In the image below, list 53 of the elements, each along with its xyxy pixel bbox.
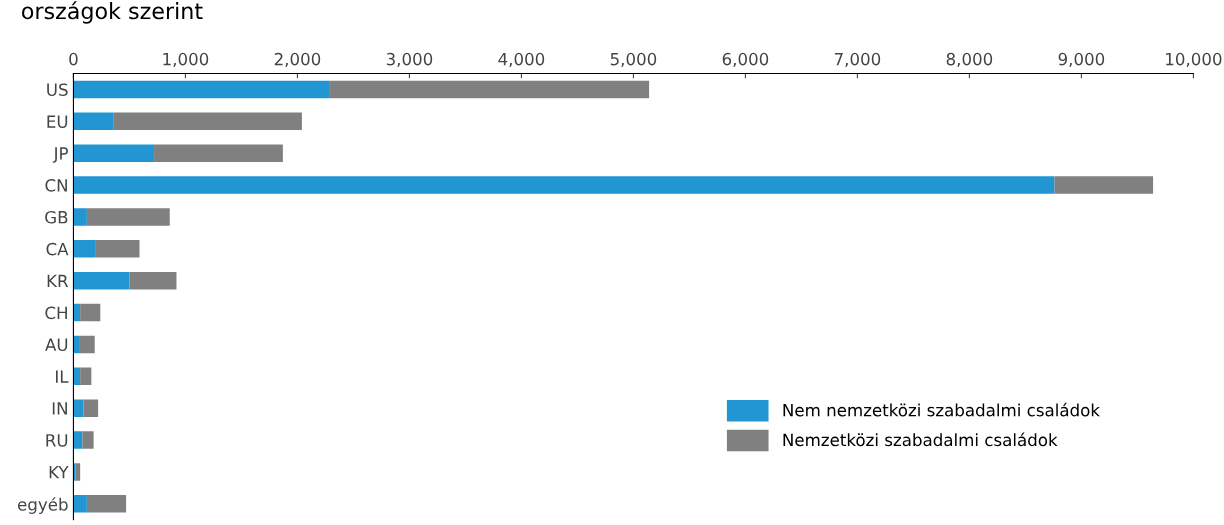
x-tick-label: 4,000 (498, 52, 545, 68)
y-tick-label: KY (49, 466, 69, 479)
x-tick-label: 0 (69, 52, 78, 66)
bar (79, 335, 95, 354)
x-tick-label: 9,000 (1058, 52, 1105, 68)
bar (73, 80, 330, 99)
x-tick-label: 8,000 (946, 52, 993, 68)
y-tick-label: IL (56, 370, 69, 383)
y-tick-label: US (47, 83, 68, 97)
bar (73, 240, 96, 258)
x-tick-label: 3,000 (386, 52, 433, 68)
legend-label: Nem nemzetközi szabadalmi családok (783, 402, 1100, 417)
bar (80, 303, 101, 322)
bar (1054, 176, 1154, 194)
legend-label: Nemzetközi szabadalmi családok (783, 432, 1058, 447)
x-tick-label: 10,000 (1166, 52, 1222, 68)
y-tick-label: RU (46, 434, 68, 447)
x-tick-label: 1,000 (163, 52, 209, 68)
bar (329, 80, 650, 99)
y-tick-label: CA (46, 242, 69, 256)
y-tick-label: CH (45, 306, 67, 320)
bar (95, 240, 140, 258)
x-tick-label: 2,000 (274, 52, 321, 68)
x-tick-label: 6,000 (722, 52, 769, 68)
y-tick-label: egyéb (17, 497, 68, 514)
y-tick-label: KR (47, 274, 69, 288)
bar (83, 399, 99, 417)
bar (154, 144, 283, 162)
bar (73, 495, 87, 513)
y-tick-label: CN (45, 179, 67, 192)
y-tick-label: IN (52, 402, 67, 415)
bar (73, 176, 1055, 194)
x-tick-label: 5,000 (610, 52, 657, 68)
y-tick-label: EU (47, 115, 68, 128)
bar (73, 463, 76, 481)
bar (129, 271, 177, 290)
bar (73, 431, 83, 449)
bar (86, 495, 127, 513)
bar (86, 208, 170, 226)
y-tick-label: GB (45, 210, 68, 224)
bar (113, 112, 302, 131)
bar (75, 463, 81, 481)
bar (73, 112, 114, 131)
y-tick-label: JP (52, 147, 69, 163)
bar (82, 431, 94, 449)
y-tick-label: AU (45, 338, 68, 352)
bar (73, 271, 130, 290)
bar (73, 208, 87, 226)
bar (73, 144, 155, 162)
bar (80, 367, 92, 386)
bar (73, 399, 84, 417)
chart-title: országok szerint (22, 1, 203, 24)
x-tick-label: 7,000 (834, 52, 881, 68)
